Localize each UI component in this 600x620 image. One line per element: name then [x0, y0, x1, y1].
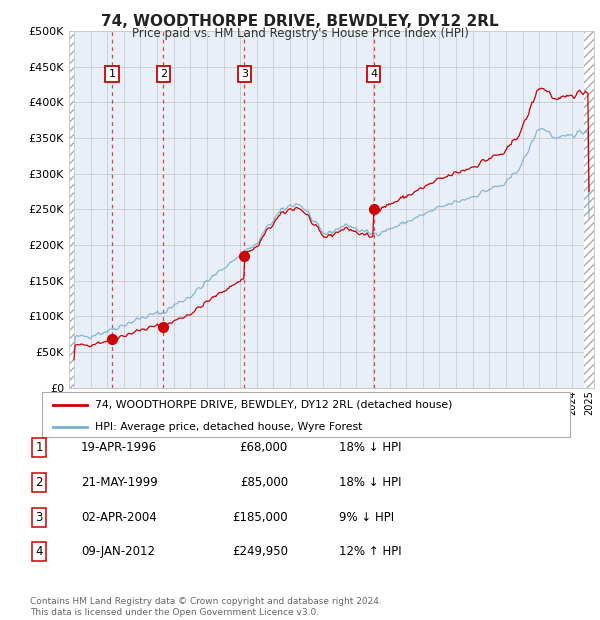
Text: 4: 4: [35, 546, 43, 558]
Text: 09-JAN-2012: 09-JAN-2012: [81, 546, 155, 558]
Text: 3: 3: [241, 69, 248, 79]
Text: 3: 3: [35, 511, 43, 523]
Text: £68,000: £68,000: [240, 441, 288, 454]
Text: 2: 2: [160, 69, 167, 79]
Text: Price paid vs. HM Land Registry's House Price Index (HPI): Price paid vs. HM Land Registry's House …: [131, 27, 469, 40]
Text: 18% ↓ HPI: 18% ↓ HPI: [339, 476, 401, 489]
Text: 1: 1: [35, 441, 43, 454]
Text: 19-APR-1996: 19-APR-1996: [81, 441, 157, 454]
Text: 2: 2: [35, 476, 43, 489]
Text: 74, WOODTHORPE DRIVE, BEWDLEY, DY12 2RL (detached house): 74, WOODTHORPE DRIVE, BEWDLEY, DY12 2RL …: [95, 399, 452, 410]
Text: 4: 4: [370, 69, 377, 79]
Text: 02-APR-2004: 02-APR-2004: [81, 511, 157, 523]
Text: £185,000: £185,000: [232, 511, 288, 523]
Bar: [69, 31, 74, 388]
Text: 9% ↓ HPI: 9% ↓ HPI: [339, 511, 394, 523]
Bar: [584, 31, 594, 388]
Text: HPI: Average price, detached house, Wyre Forest: HPI: Average price, detached house, Wyre…: [95, 422, 362, 432]
Text: 12% ↑ HPI: 12% ↑ HPI: [339, 546, 401, 558]
Text: Contains HM Land Registry data © Crown copyright and database right 2024.
This d: Contains HM Land Registry data © Crown c…: [30, 598, 382, 617]
Text: 18% ↓ HPI: 18% ↓ HPI: [339, 441, 401, 454]
Text: £249,950: £249,950: [232, 546, 288, 558]
Text: 1: 1: [109, 69, 116, 79]
Text: £85,000: £85,000: [240, 476, 288, 489]
Text: 74, WOODTHORPE DRIVE, BEWDLEY, DY12 2RL: 74, WOODTHORPE DRIVE, BEWDLEY, DY12 2RL: [101, 14, 499, 29]
Text: 21-MAY-1999: 21-MAY-1999: [81, 476, 158, 489]
